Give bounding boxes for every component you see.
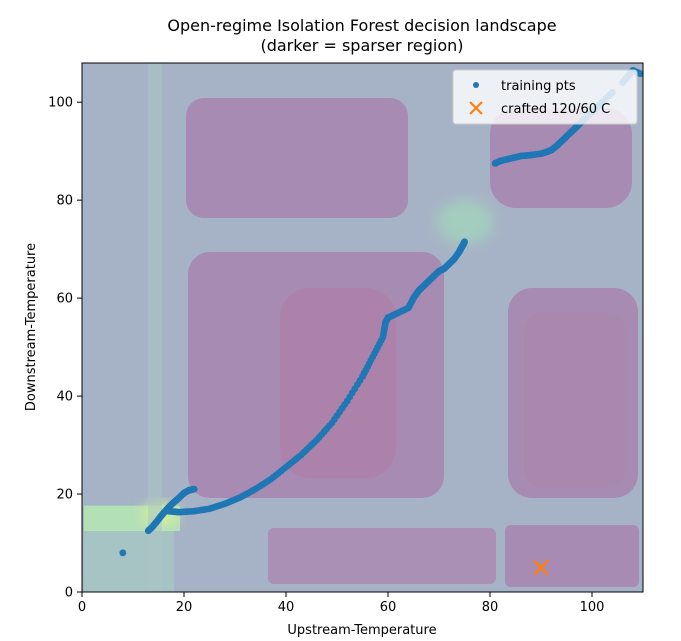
x-axis: 0 20 40 60 80 100: [78, 592, 605, 615]
y-tick-label: 80: [56, 194, 73, 209]
sparsest-core-right: [524, 312, 626, 488]
legend-label-training: training pts: [501, 79, 576, 94]
x-tick-label: 100: [580, 600, 605, 615]
y-tick-label: 0: [65, 586, 73, 601]
legend: training pts crafted 120/60 C: [452, 69, 638, 125]
chart-subtitle: (darker = sparser region): [260, 36, 463, 55]
legend-marker-training: [473, 82, 479, 88]
training-point: [461, 238, 468, 246]
legend-marker-crafted: [469, 101, 483, 115]
x-tick-label: 0: [78, 600, 86, 615]
y-tick-label: 60: [56, 292, 73, 307]
x-tick-label: 40: [278, 600, 295, 615]
y-tick-label: 40: [56, 390, 73, 405]
series-crafted-points: [533, 559, 549, 576]
sparse-region-upper-left: [186, 98, 408, 218]
x-tick-label: 60: [380, 600, 397, 615]
dense-stripe-column: [148, 63, 162, 592]
x-axis-label: Upstream-Temperature: [287, 623, 436, 638]
sparsest-core-center: [280, 288, 396, 478]
x-tick-label: 20: [176, 600, 193, 615]
plot-frame: [81, 62, 644, 593]
sparse-region-upper-right: [490, 108, 632, 208]
sparse-region-lower-mid: [268, 528, 496, 584]
series-training-points: [119, 66, 643, 557]
x-tick-label: 80: [482, 600, 499, 615]
y-axis-label: Downstream-Temperature: [24, 243, 39, 411]
y-tick-label: 20: [56, 488, 73, 503]
chart-title: Open-regime Isolation Forest decision la…: [167, 16, 556, 35]
crafted-point: [533, 559, 549, 576]
y-tick-label: 100: [48, 96, 73, 111]
training-point: [119, 549, 127, 557]
training-point: [190, 485, 198, 493]
legend-label-crafted: crafted 120/60 C: [501, 102, 610, 117]
sparse-region-lower-right: [505, 525, 639, 587]
plot-area: [82, 63, 643, 592]
training-point: [637, 70, 643, 78]
legend-box: [452, 69, 638, 125]
y-axis: 0 20 40 60 80 100: [48, 96, 82, 601]
dense-patch-upper: [437, 200, 493, 244]
